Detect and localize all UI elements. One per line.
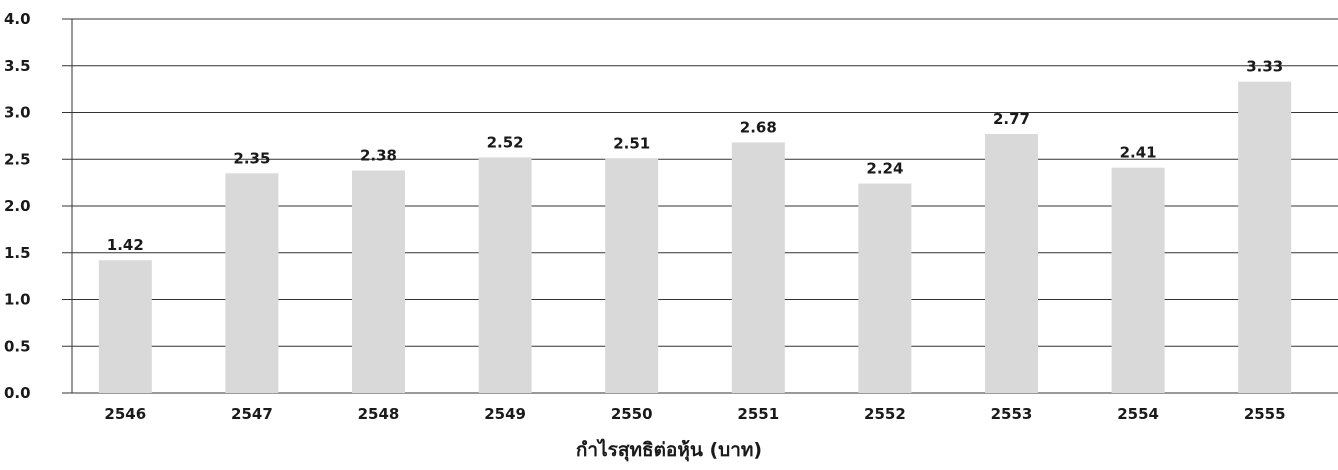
value-label-2546: 1.42 [107, 236, 144, 254]
bar-2550 [605, 158, 659, 393]
bar-2551 [731, 142, 785, 393]
x-axis-label: กำไรสุทธิต่อหุ้น (บาท) [576, 438, 762, 462]
y-tick-label: 1.5 [4, 244, 31, 262]
value-labels: 1.42 2.35 2.38 2.52 2.51 2.68 2.24 2.77 2.41 3.33 [107, 58, 1283, 255]
x-tick-label-2549: 2549 [484, 405, 526, 423]
bar-2546 [98, 260, 152, 393]
value-label-2553: 2.77 [993, 110, 1030, 128]
y-tick-label: 3.0 [4, 104, 31, 122]
value-label-2554: 2.41 [1120, 144, 1157, 162]
y-tick-label: 4.0 [4, 10, 31, 28]
y-tick-label: 0.0 [4, 384, 31, 402]
bar-2552 [858, 183, 912, 393]
value-label-2550: 2.51 [613, 134, 650, 152]
y-tick-label: 2.0 [4, 197, 31, 215]
y-tick-label: 3.5 [4, 57, 31, 75]
x-tick-label-2548: 2548 [358, 405, 400, 423]
x-tick-label-2551: 2551 [737, 405, 779, 423]
value-label-2551: 2.68 [740, 118, 777, 136]
y-axis-ticks: 0.0 0.5 1.0 1.5 2.0 2.5 3.0 3.5 4.0 [4, 10, 31, 402]
x-tick-label-2554: 2554 [1117, 405, 1159, 423]
bar-2555 [1238, 81, 1292, 394]
x-tick-label-2555: 2555 [1244, 405, 1286, 423]
x-tick-label-2546: 2546 [104, 405, 146, 423]
bar-2554 [1111, 167, 1165, 393]
x-tick-label-2547: 2547 [231, 405, 273, 423]
value-label-2549: 2.52 [487, 133, 524, 151]
y-tick-label: 2.5 [4, 150, 31, 168]
x-tick-label-2553: 2553 [991, 405, 1033, 423]
bar-2548 [352, 170, 405, 393]
bars [98, 81, 1292, 394]
value-label-2555: 3.33 [1246, 58, 1283, 76]
x-tick-label-2552: 2552 [864, 405, 906, 423]
bar-2547 [225, 173, 279, 393]
value-label-2547: 2.35 [233, 149, 270, 167]
bar-2549 [478, 157, 532, 393]
value-label-2548: 2.38 [360, 146, 397, 164]
y-tick-label: 1.0 [4, 291, 31, 309]
x-tick-label-2550: 2550 [611, 405, 653, 423]
value-label-2552: 2.24 [866, 160, 903, 178]
x-axis-ticks: 2546 2547 2548 2549 2550 2551 2552 2553 2554 2555 [104, 405, 1285, 423]
y-tick-label: 0.5 [4, 337, 31, 355]
bar-2553 [985, 134, 1038, 393]
